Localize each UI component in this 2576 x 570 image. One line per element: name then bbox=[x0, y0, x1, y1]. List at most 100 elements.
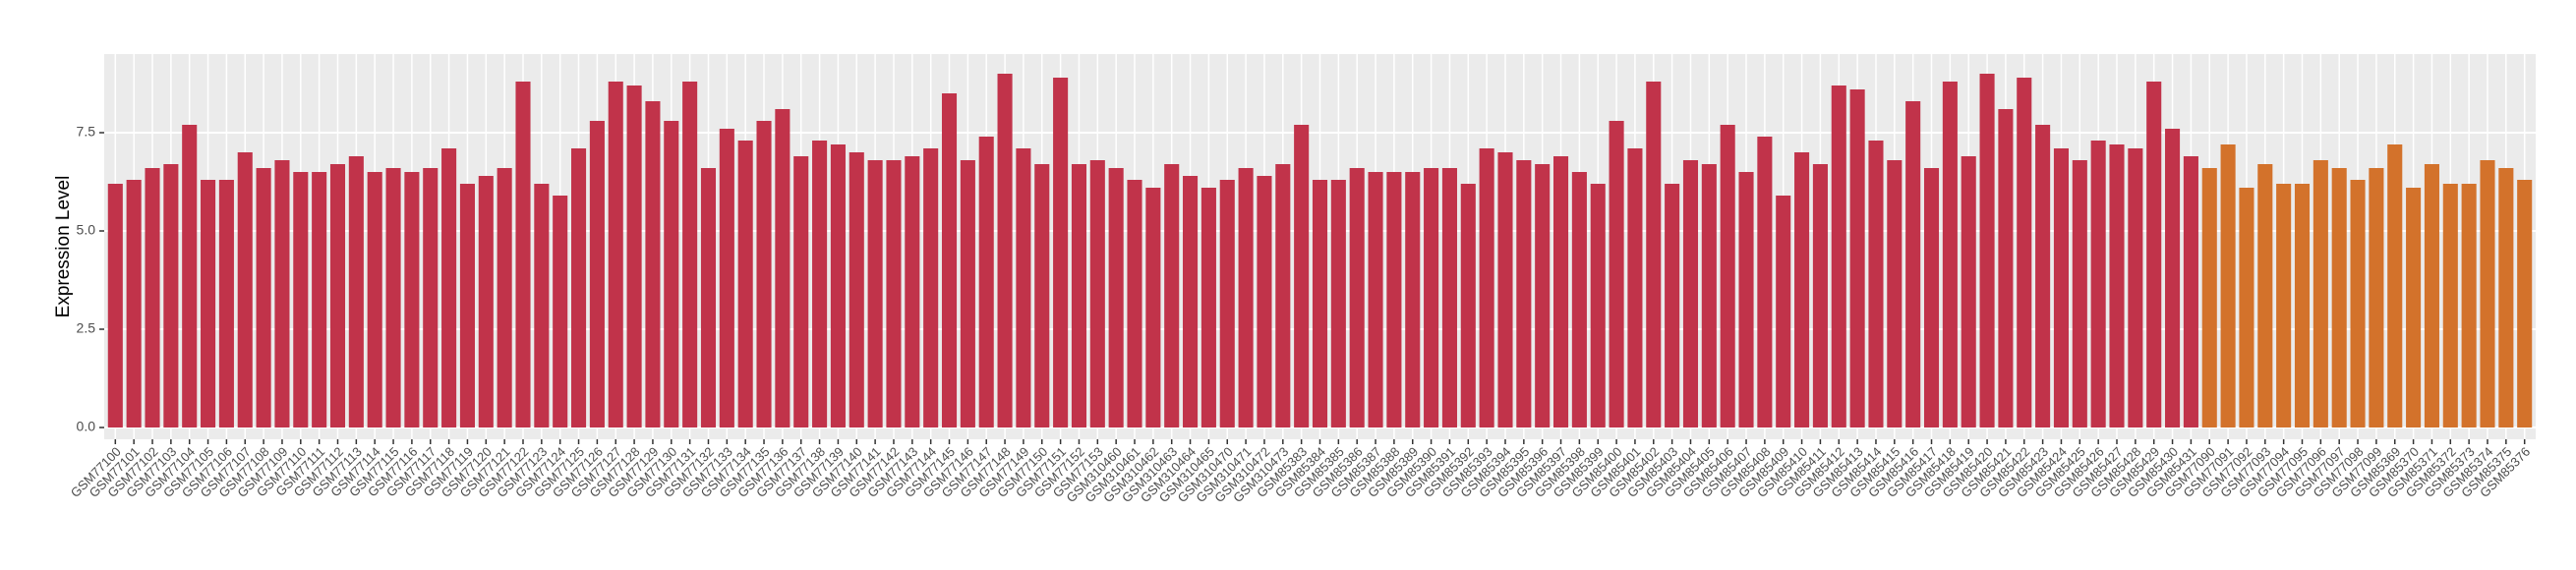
bar bbox=[1868, 141, 1884, 428]
bar bbox=[1257, 176, 1272, 428]
bar bbox=[2517, 180, 2533, 428]
bar bbox=[1053, 78, 1069, 428]
bar bbox=[534, 184, 550, 428]
bar bbox=[2442, 184, 2458, 428]
bar bbox=[1200, 188, 1216, 428]
bar bbox=[2480, 160, 2495, 428]
bar bbox=[1127, 180, 1142, 428]
bar bbox=[1330, 180, 1346, 428]
bar bbox=[182, 125, 198, 428]
bar bbox=[1312, 180, 1328, 428]
bar bbox=[1905, 101, 1921, 428]
bar bbox=[905, 156, 920, 428]
bar bbox=[1089, 160, 1105, 428]
bar bbox=[1720, 125, 1735, 428]
bar bbox=[664, 121, 679, 428]
bar bbox=[1757, 137, 1773, 428]
bar bbox=[1497, 152, 1513, 428]
bar bbox=[2313, 160, 2328, 428]
bar bbox=[2350, 180, 2366, 428]
bar bbox=[459, 184, 475, 428]
bar bbox=[515, 82, 531, 428]
bar bbox=[626, 86, 642, 428]
bar bbox=[218, 180, 234, 428]
bar bbox=[1164, 164, 1180, 428]
bar bbox=[1368, 172, 1383, 428]
bar bbox=[886, 160, 902, 428]
bar bbox=[682, 82, 698, 428]
bar bbox=[2165, 129, 2181, 428]
bar bbox=[1571, 172, 1587, 428]
bar bbox=[775, 109, 790, 428]
bar bbox=[2090, 141, 2106, 428]
bar bbox=[145, 168, 160, 428]
bar bbox=[274, 160, 290, 428]
y-axis-title: Expression Level bbox=[53, 176, 74, 318]
bar bbox=[1516, 160, 1532, 428]
bar bbox=[497, 168, 512, 428]
bar bbox=[700, 168, 717, 428]
bar bbox=[2035, 125, 2051, 428]
y-tick-label: 7.5 bbox=[77, 124, 96, 140]
bar bbox=[1219, 180, 1235, 428]
bar bbox=[2072, 160, 2087, 428]
bar bbox=[1071, 164, 1087, 428]
bar bbox=[1552, 156, 1569, 428]
bar bbox=[1016, 148, 1031, 428]
bar bbox=[553, 196, 568, 428]
bar bbox=[1682, 160, 1699, 428]
bar bbox=[423, 168, 439, 428]
bar bbox=[923, 148, 939, 428]
bar bbox=[812, 141, 828, 428]
bar bbox=[2239, 188, 2254, 428]
bar bbox=[385, 168, 401, 428]
bar bbox=[737, 141, 753, 428]
bar bbox=[830, 144, 846, 428]
bar bbox=[793, 156, 809, 428]
bar bbox=[756, 121, 772, 428]
bar bbox=[978, 137, 994, 428]
bar bbox=[1812, 164, 1828, 428]
bar bbox=[348, 156, 364, 428]
bar bbox=[163, 164, 179, 428]
bar bbox=[441, 148, 457, 428]
bar bbox=[1424, 168, 1439, 428]
bar bbox=[1386, 172, 1402, 428]
bar bbox=[1794, 152, 1810, 428]
y-tick-label: 0.0 bbox=[77, 419, 96, 434]
bar bbox=[1923, 168, 1940, 428]
bar bbox=[312, 172, 327, 428]
bar bbox=[1108, 168, 1124, 428]
bar bbox=[1479, 148, 1494, 428]
bar bbox=[2498, 168, 2514, 428]
bar bbox=[1646, 82, 1662, 428]
bar bbox=[1034, 164, 1050, 428]
bar bbox=[367, 172, 382, 428]
bar bbox=[1535, 164, 1551, 428]
bar bbox=[1460, 184, 1476, 428]
bar bbox=[404, 172, 420, 428]
bar bbox=[1441, 168, 1457, 428]
bar bbox=[293, 172, 309, 428]
bar bbox=[2146, 82, 2162, 428]
bar bbox=[1405, 172, 1421, 428]
bar bbox=[849, 152, 864, 428]
bar bbox=[2369, 168, 2384, 428]
bar bbox=[2183, 156, 2198, 428]
bar bbox=[1590, 184, 1606, 428]
bar bbox=[1183, 176, 1199, 428]
bar bbox=[867, 160, 883, 428]
bar bbox=[1275, 164, 1291, 428]
bar bbox=[329, 164, 346, 428]
bar bbox=[201, 180, 216, 428]
bar bbox=[1831, 86, 1846, 428]
bar bbox=[2220, 144, 2236, 428]
bar bbox=[478, 176, 494, 428]
bar bbox=[107, 184, 123, 428]
y-tick-label: 2.5 bbox=[77, 320, 96, 336]
bar bbox=[256, 168, 271, 428]
bar bbox=[2257, 164, 2273, 428]
bar bbox=[1238, 168, 1254, 428]
bar bbox=[126, 180, 142, 428]
